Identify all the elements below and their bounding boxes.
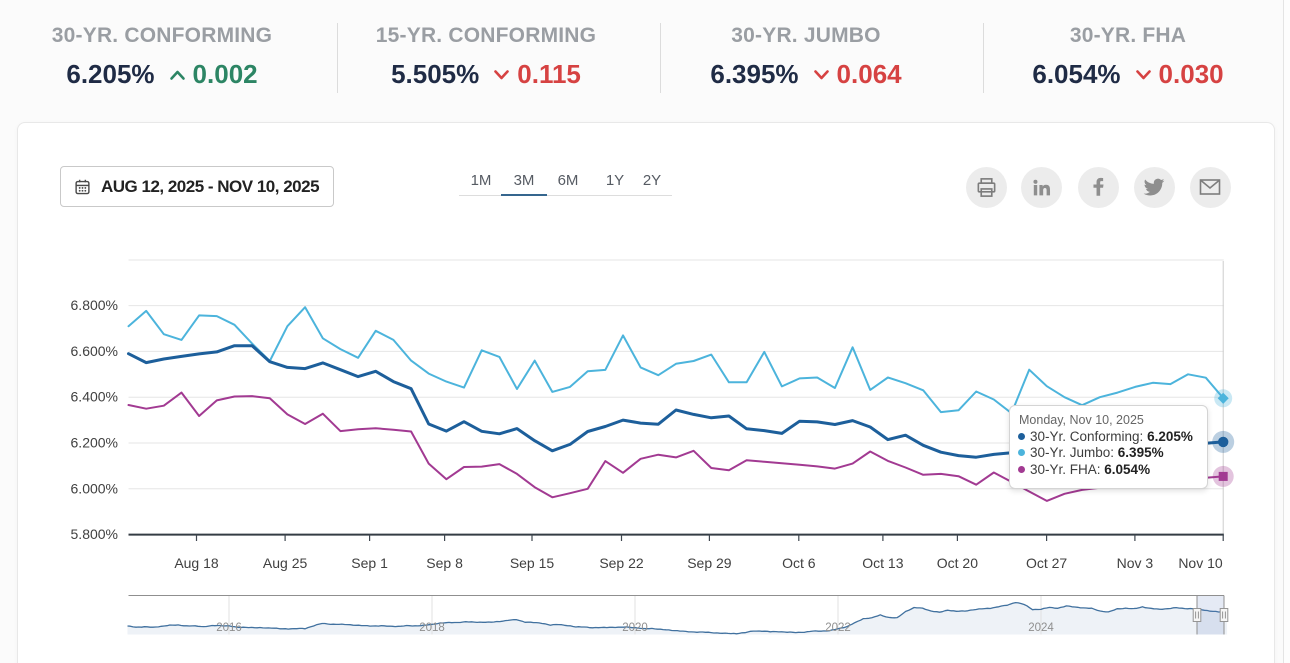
svg-text:Oct 13: Oct 13 (862, 555, 903, 571)
svg-text:6.800%: 6.800% (71, 297, 118, 313)
svg-text:Oct 27: Oct 27 (1026, 555, 1067, 571)
svg-text:6.200%: 6.200% (71, 435, 118, 451)
svg-text:Sep 22: Sep 22 (599, 555, 644, 571)
svg-text:2022: 2022 (825, 622, 851, 634)
svg-text:2018: 2018 (419, 622, 445, 634)
svg-text:Aug 25: Aug 25 (263, 555, 308, 571)
svg-text:2020: 2020 (622, 622, 648, 634)
svg-text:2016: 2016 (216, 622, 242, 634)
svg-text:Aug 18: Aug 18 (174, 555, 219, 571)
svg-text:Sep 1: Sep 1 (351, 555, 388, 571)
svg-text:2024: 2024 (1028, 622, 1054, 634)
svg-text:Nov 10: Nov 10 (1178, 555, 1223, 571)
svg-text:Sep 15: Sep 15 (510, 555, 555, 571)
svg-text:Oct 20: Oct 20 (937, 555, 978, 571)
svg-text:Oct 6: Oct 6 (782, 555, 816, 571)
svg-text:6.400%: 6.400% (71, 389, 118, 405)
svg-text:6.000%: 6.000% (71, 480, 118, 496)
svg-text:Nov 3: Nov 3 (1117, 555, 1154, 571)
svg-text:Sep 29: Sep 29 (687, 555, 732, 571)
svg-text:5.800%: 5.800% (71, 526, 118, 542)
svg-text:Sep 8: Sep 8 (426, 555, 463, 571)
svg-text:6.600%: 6.600% (71, 343, 118, 359)
